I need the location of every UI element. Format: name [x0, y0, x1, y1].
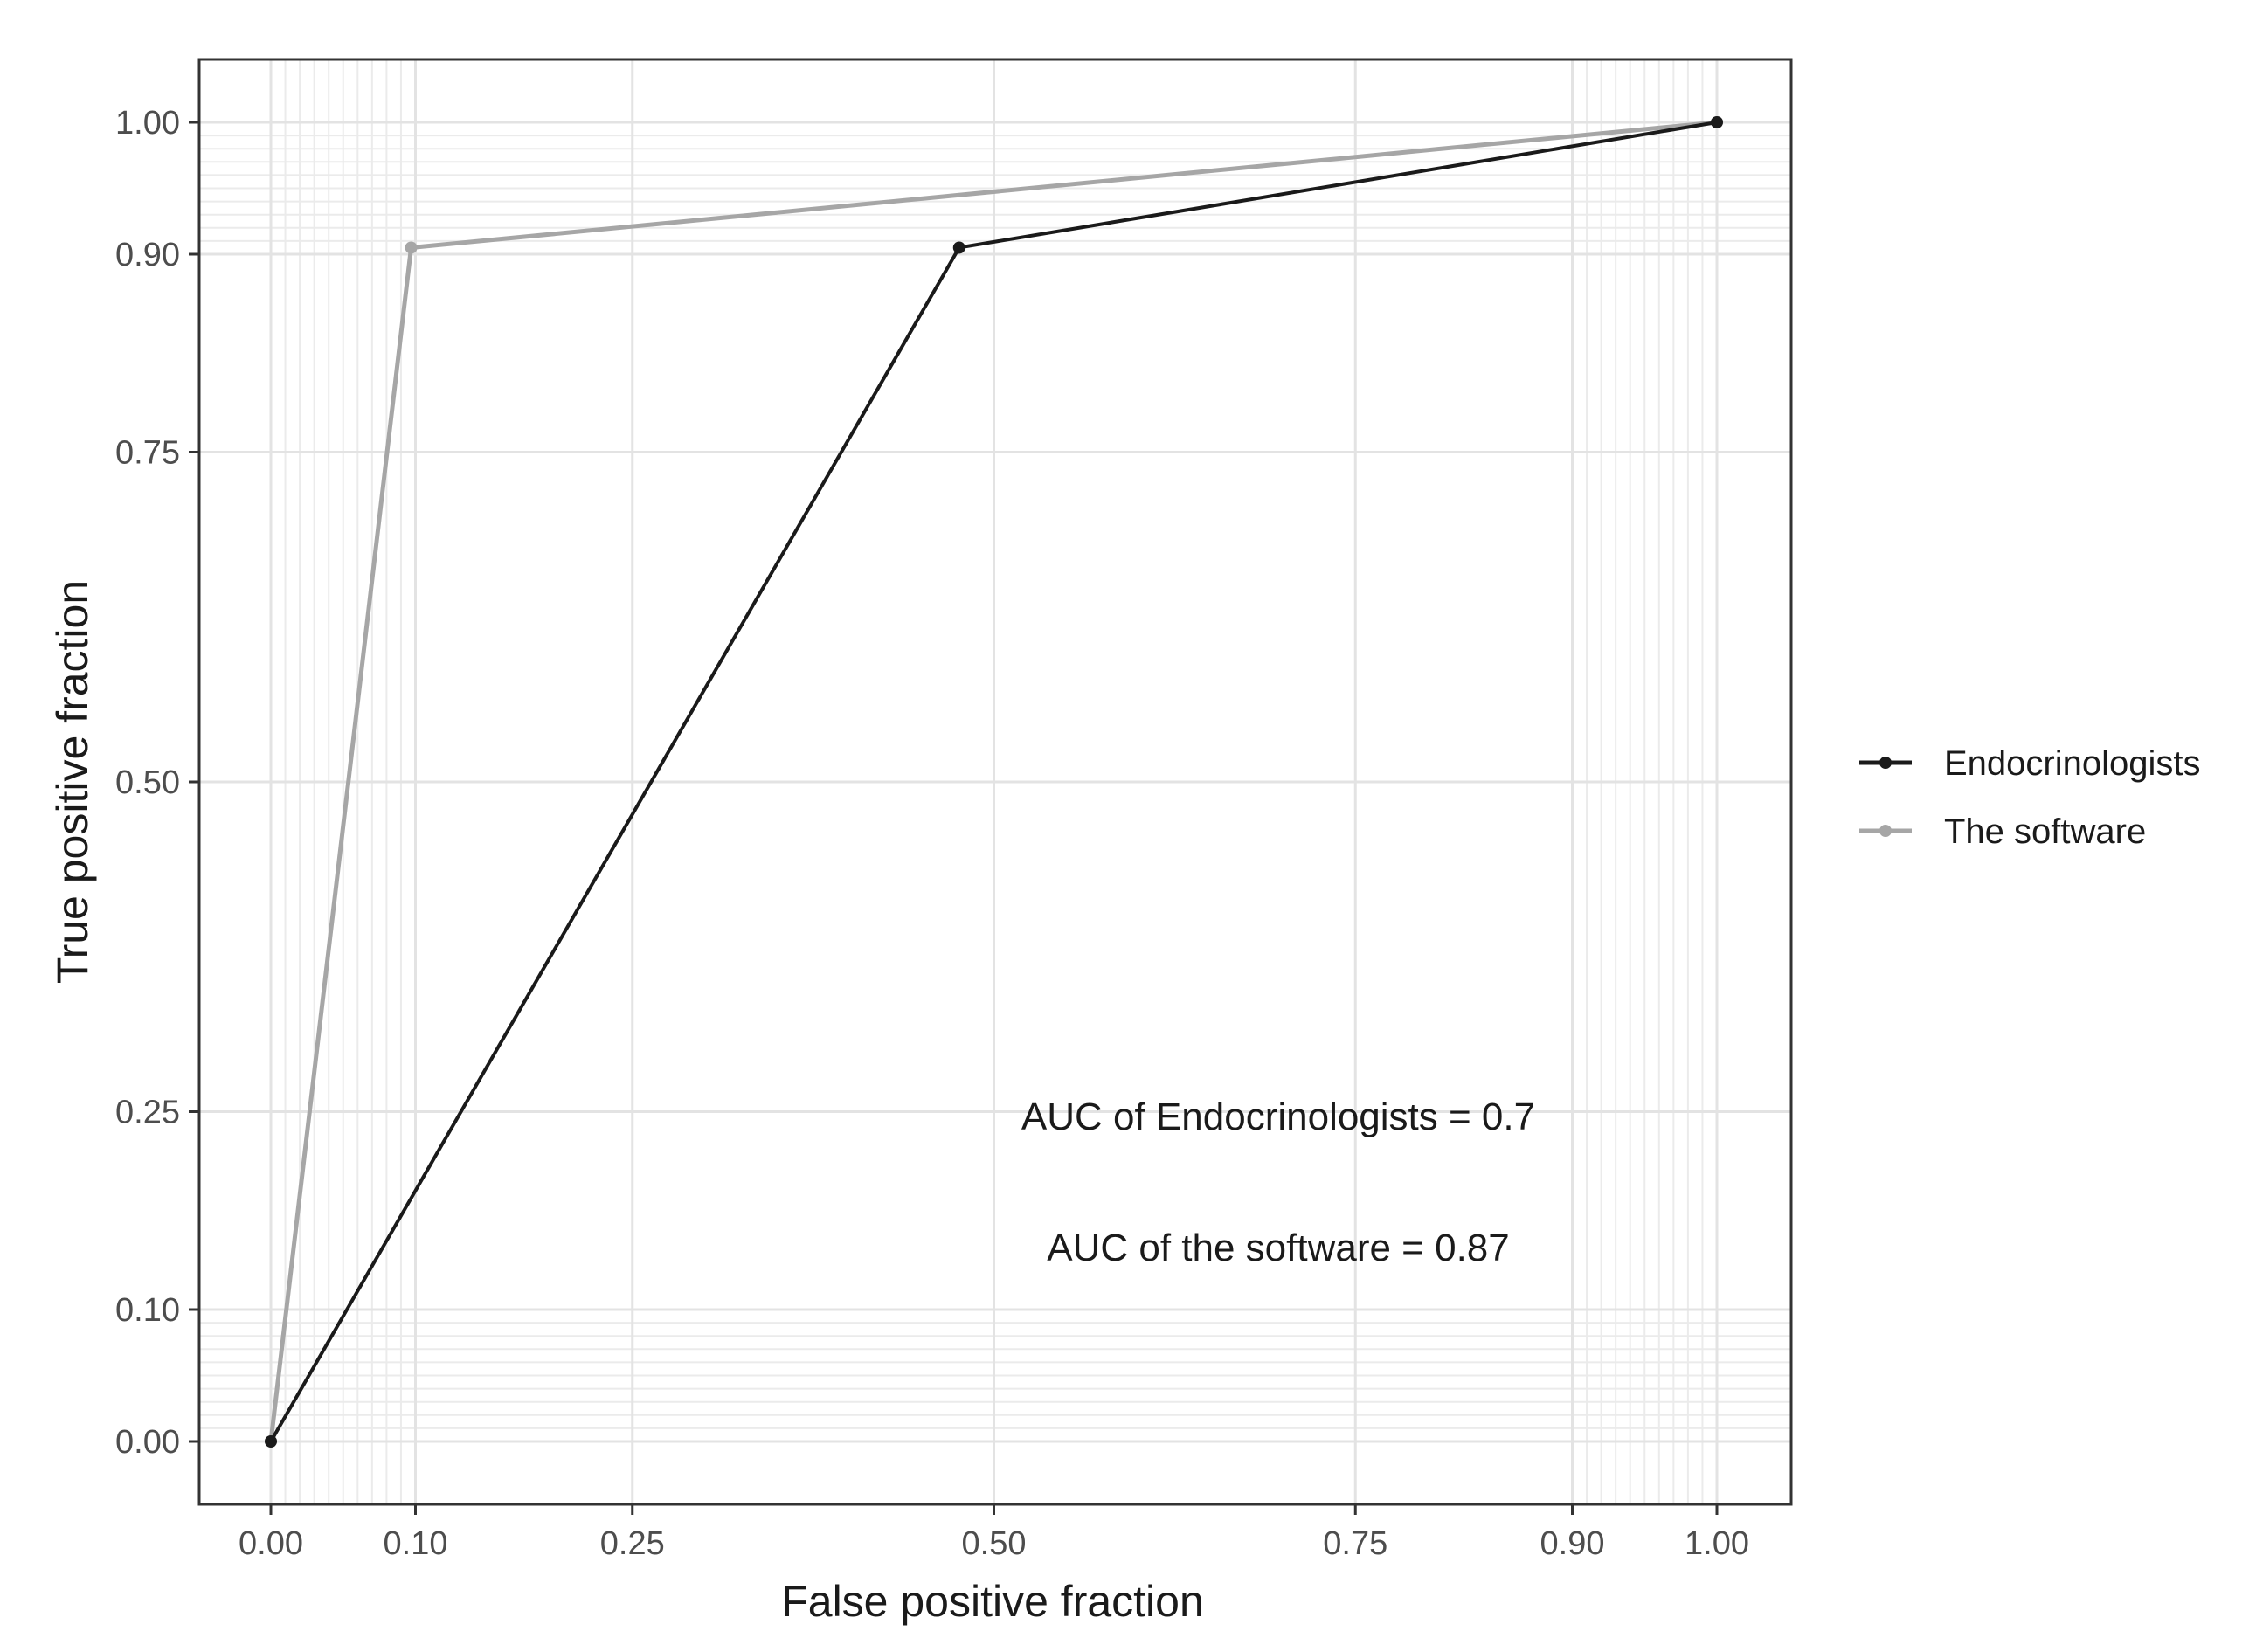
x-tick-label: 0.50	[962, 1525, 1027, 1562]
legend-key-point-endocrinologists	[1879, 757, 1892, 769]
data-point-endocrinologists	[1711, 116, 1723, 128]
data-point-endocrinologists	[265, 1435, 277, 1448]
data-point-endocrinologists	[952, 241, 965, 254]
y-tick-label: 0.10	[115, 1292, 180, 1329]
legend-label-endocrinologists: Endocrinologists	[1944, 744, 2201, 783]
grid-layer	[199, 59, 1791, 1504]
x-tick-label: 0.25	[600, 1525, 665, 1562]
tick-layer: 0.00 0.10 0.25 0.50 0.75 0.90 1.00 0.00 0.10 0.25…	[115, 105, 1749, 1562]
y-tick-label: 0.75	[115, 435, 180, 472]
y-tick-label: 0.50	[115, 764, 180, 801]
y-axis-title: True positive fraction	[48, 580, 97, 984]
annotation-layer: AUC of Endocrinologists = 0.7 AUC of the…	[1021, 1096, 1535, 1269]
legend-label-software: The software	[1944, 812, 2146, 851]
y-tick-label: 1.00	[115, 105, 180, 142]
legend-key-point-software	[1879, 825, 1892, 837]
x-tick-label: 1.00	[1685, 1525, 1749, 1562]
legend: Endocrinologists The software	[1859, 744, 2201, 851]
y-tick-label: 0.25	[115, 1095, 180, 1131]
x-tick-label: 0.90	[1540, 1525, 1605, 1562]
x-tick-label: 0.75	[1323, 1525, 1387, 1562]
x-tick-label: 0.10	[384, 1525, 448, 1562]
y-tick-label: 0.90	[115, 237, 180, 273]
annotation-auc-endocrinologists: AUC of Endocrinologists = 0.7	[1021, 1096, 1535, 1138]
x-tick-label: 0.00	[239, 1525, 303, 1562]
data-point-software	[405, 241, 418, 254]
series-layer	[265, 116, 1723, 1448]
x-axis-title: False positive fraction	[781, 1577, 1204, 1626]
y-tick-label: 0.00	[115, 1424, 180, 1461]
annotation-auc-software: AUC of the software = 0.87	[1047, 1227, 1510, 1269]
